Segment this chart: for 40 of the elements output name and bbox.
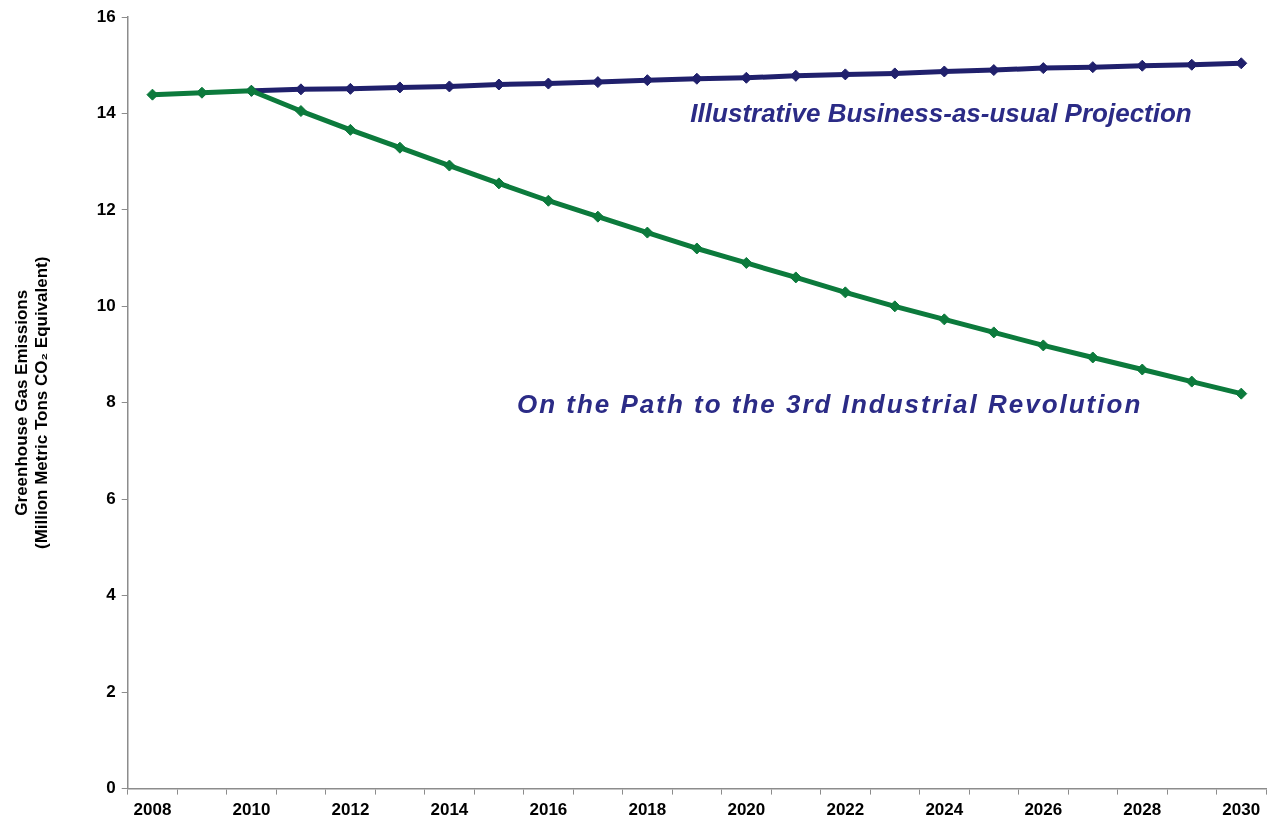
x-tick-label: 2022 — [826, 800, 865, 820]
y-tick-label: 8 — [106, 392, 116, 412]
point — [1136, 363, 1149, 376]
y-tick-label: 10 — [96, 296, 116, 316]
point — [839, 286, 852, 299]
point — [690, 242, 703, 255]
point — [443, 159, 456, 172]
y-tick-label: 2 — [106, 681, 116, 701]
x-tick-label: 2018 — [628, 800, 667, 820]
point — [542, 194, 555, 207]
x-tick-label: 2030 — [1222, 800, 1261, 820]
point — [987, 326, 1000, 339]
x-tick-label: 2020 — [727, 800, 766, 820]
y-tick-label: 0 — [106, 778, 116, 798]
y-tick-label: 12 — [96, 199, 116, 219]
y-axis-title: Greenhouse Gas Emissions (Million Metric Tons CO₂ Equivalent) — [11, 256, 52, 550]
x-tick-label: 2014 — [430, 800, 469, 820]
y-tick-label: 6 — [106, 488, 116, 508]
point — [591, 210, 604, 223]
series-label: Illustrative Business-as-usual Projection — [690, 97, 1192, 128]
x-tick-label: 2008 — [133, 800, 172, 820]
x-tick-label: 2012 — [331, 800, 370, 820]
point — [1037, 339, 1050, 352]
x-tick-label: 2016 — [529, 800, 568, 820]
point — [1086, 351, 1099, 364]
point — [641, 226, 654, 239]
point — [789, 271, 802, 284]
y-tick-label: 14 — [96, 103, 117, 123]
point — [393, 141, 406, 154]
y-tick-label: 16 — [96, 6, 116, 26]
x-tick-label: 2026 — [1024, 800, 1063, 820]
y-tick-label: 4 — [106, 585, 117, 605]
point — [938, 313, 951, 326]
x-tick-label: 2028 — [1123, 800, 1162, 820]
point — [1185, 375, 1198, 388]
x-tick-label: 2024 — [925, 800, 964, 820]
point — [344, 123, 357, 136]
x-tick-label: 2010 — [232, 800, 271, 820]
series-label: On the Path to the 3rd Industrial Revolution — [516, 388, 1143, 419]
point — [294, 105, 307, 118]
